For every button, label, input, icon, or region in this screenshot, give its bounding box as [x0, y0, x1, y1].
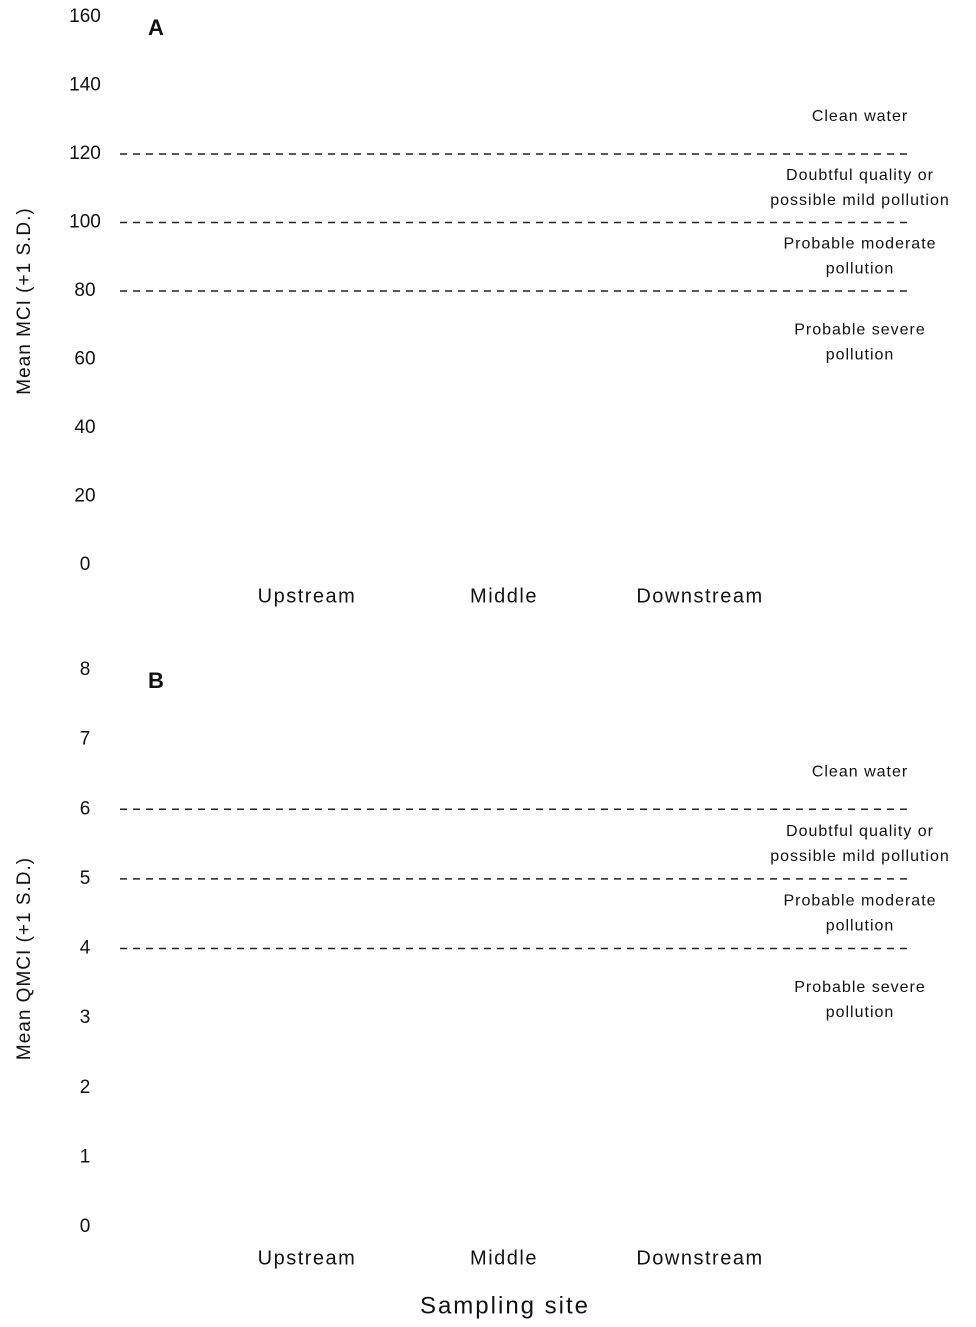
y-tick-label: 140 [69, 75, 101, 96]
annotation: Clean water [812, 108, 908, 125]
y-tick-label: 100 [69, 212, 101, 233]
y-tick-label: 2 [80, 1077, 91, 1098]
y-tick-label: 60 [74, 349, 95, 370]
annotation: possible mild pollution [770, 192, 950, 209]
y-tick-label: 20 [74, 486, 95, 507]
annotation: Probable severe [794, 322, 926, 339]
y-tick-label: 120 [69, 143, 101, 164]
annotation: pollution [826, 917, 895, 934]
annotation: pollution [826, 347, 895, 364]
y-tick-label: 7 [80, 729, 91, 750]
x-tick-label: Downstream [636, 1247, 763, 1269]
annotation: Doubtful quality or [786, 823, 934, 840]
annotation: pollution [826, 1004, 895, 1021]
y-tick-label: 6 [80, 798, 91, 819]
x-tick-label: Downstream [636, 585, 763, 607]
annotation: possible mild pollution [770, 848, 950, 865]
annotation: Probable severe [794, 979, 926, 996]
y-tick-label: 40 [74, 417, 95, 438]
x-tick-label: Upstream [258, 585, 357, 607]
y-axis-label: Mean QMCI (+1 S.D.) [14, 857, 35, 1060]
y-tick-label: 1 [80, 1146, 91, 1167]
y-tick-label: 4 [80, 938, 91, 959]
y-tick-label: 0 [80, 554, 91, 575]
panel-label: B [148, 668, 164, 693]
x-tick-label: Middle [470, 585, 538, 607]
x-tick-label: Upstream [258, 1247, 357, 1269]
x-tick-label: Middle [470, 1247, 538, 1269]
y-tick-label: 80 [74, 280, 95, 301]
y-tick-label: 5 [80, 868, 91, 889]
y-tick-label: 160 [69, 6, 101, 27]
annotation: Probable moderate [783, 892, 936, 909]
annotation: Clean water [812, 763, 908, 780]
panel-label: A [148, 15, 164, 40]
x-axis-label: Sampling site [420, 1292, 590, 1319]
y-tick-label: 8 [80, 659, 91, 680]
y-tick-label: 0 [80, 1216, 91, 1237]
annotation: pollution [826, 260, 895, 277]
annotation: Probable moderate [783, 235, 936, 252]
y-axis-label: Mean MCI (+1 S.D.) [14, 207, 35, 394]
y-tick-label: 3 [80, 1007, 91, 1028]
annotation: Doubtful quality or [786, 167, 934, 184]
